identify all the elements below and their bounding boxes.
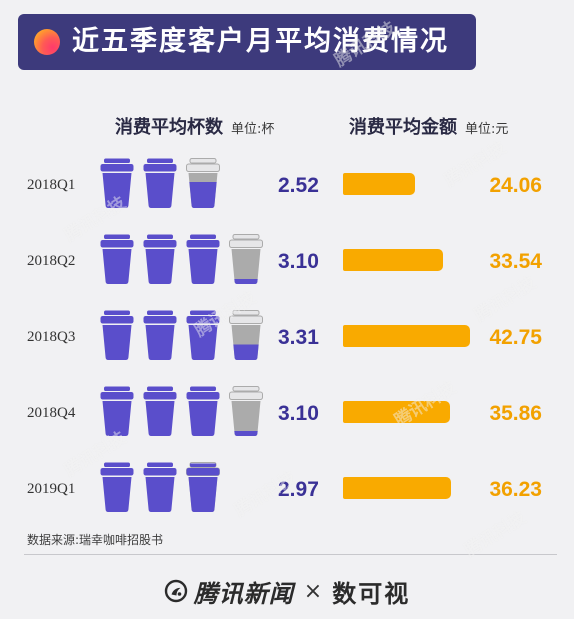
cups-value-label: 3.10 bbox=[278, 402, 319, 425]
coffee-cup-icon bbox=[186, 386, 220, 436]
coffee-cup-icon-partial bbox=[229, 310, 263, 360]
coffee-cup-icon-partial bbox=[229, 386, 263, 436]
footer-logo: 腾讯新闻 × 数可视 bbox=[0, 574, 574, 608]
amount-bar bbox=[343, 249, 443, 271]
cups-column-header: 消费平均杯数 单位:杯 bbox=[115, 116, 274, 140]
page-title: 近五季度客户月平均消费情况 bbox=[72, 26, 449, 57]
cups-pictogram bbox=[100, 386, 263, 436]
quarter-row: 2018Q2 3.10 33.54 bbox=[0, 234, 574, 284]
coffee-cup-icon bbox=[143, 310, 177, 360]
cups-pictogram bbox=[100, 462, 220, 512]
coffee-cup-icon bbox=[186, 234, 220, 284]
amount-bar bbox=[343, 325, 470, 347]
coffee-cup-icon bbox=[143, 386, 177, 436]
cups-pictogram bbox=[100, 310, 263, 360]
amount-unit-label: 单位:元 bbox=[465, 122, 509, 137]
quarter-label: 2019Q1 bbox=[27, 481, 76, 497]
gradient-dot-icon bbox=[34, 29, 60, 55]
amount-column-title: 消费平均金额 bbox=[349, 117, 457, 138]
amount-value-label: 33.54 bbox=[489, 250, 542, 273]
quarter-label: 2018Q2 bbox=[27, 253, 76, 269]
amount-column-header: 消费平均金额 单位:元 bbox=[349, 116, 508, 140]
amount-value-label: 35.86 bbox=[489, 402, 542, 425]
coffee-cup-icon bbox=[186, 310, 220, 360]
amount-value-label: 36.23 bbox=[489, 478, 542, 501]
cups-value-label: 2.97 bbox=[278, 478, 319, 501]
cups-pictogram bbox=[100, 234, 263, 284]
cups-value-label: 2.52 bbox=[278, 174, 319, 197]
tencent-news-logo-text: 腾讯新闻 bbox=[193, 579, 294, 608]
quarter-label: 2018Q3 bbox=[27, 329, 76, 345]
cups-pictogram bbox=[100, 158, 220, 208]
quarter-label: 2018Q4 bbox=[27, 405, 76, 421]
coffee-cup-icon bbox=[100, 386, 134, 436]
data-source-note: 数据来源:瑞幸咖啡招股书 bbox=[27, 533, 164, 547]
coffee-cup-icon bbox=[100, 158, 134, 208]
coffee-cup-icon bbox=[100, 234, 134, 284]
amount-value-label: 42.75 bbox=[489, 326, 542, 349]
quarter-row: 2018Q1 2.52 24.06 bbox=[0, 158, 574, 208]
title-banner: 近五季度客户月平均消费情况 bbox=[18, 14, 476, 70]
coffee-cup-icon-partial bbox=[186, 462, 220, 512]
coffee-cup-icon bbox=[100, 462, 134, 512]
cups-value-label: 3.10 bbox=[278, 250, 319, 273]
amount-bar bbox=[343, 401, 450, 423]
coffee-cup-icon bbox=[143, 234, 177, 284]
coffee-cup-icon-partial bbox=[229, 234, 263, 284]
quarter-row: 2018Q4 3.10 35.86 bbox=[0, 386, 574, 436]
amount-bar bbox=[343, 477, 451, 499]
tencent-news-logo-icon bbox=[164, 579, 187, 603]
amount-bar bbox=[343, 173, 415, 195]
cups-unit-label: 单位:杯 bbox=[231, 122, 275, 137]
coffee-cup-icon-partial bbox=[186, 158, 220, 208]
quarter-row: 2019Q1 2.97 36.23 bbox=[0, 462, 574, 512]
coffee-cup-icon bbox=[100, 310, 134, 360]
quarter-row: 2018Q3 3.31 42.75 bbox=[0, 310, 574, 360]
cross-symbol: × bbox=[303, 578, 323, 604]
footer-divider bbox=[24, 554, 557, 555]
cups-column-title: 消费平均杯数 bbox=[115, 117, 223, 138]
amount-value-label: 24.06 bbox=[489, 174, 542, 197]
quarter-label: 2018Q1 bbox=[27, 177, 76, 193]
cups-value-label: 3.31 bbox=[278, 326, 319, 349]
coffee-cup-icon bbox=[143, 462, 177, 512]
shukeshi-logo-text: 数可视 bbox=[332, 579, 411, 608]
quarter-rows: 2018Q1 2.52 24.06 2018Q2 3.10 33.54 2018… bbox=[0, 158, 574, 538]
coffee-cup-icon bbox=[143, 158, 177, 208]
